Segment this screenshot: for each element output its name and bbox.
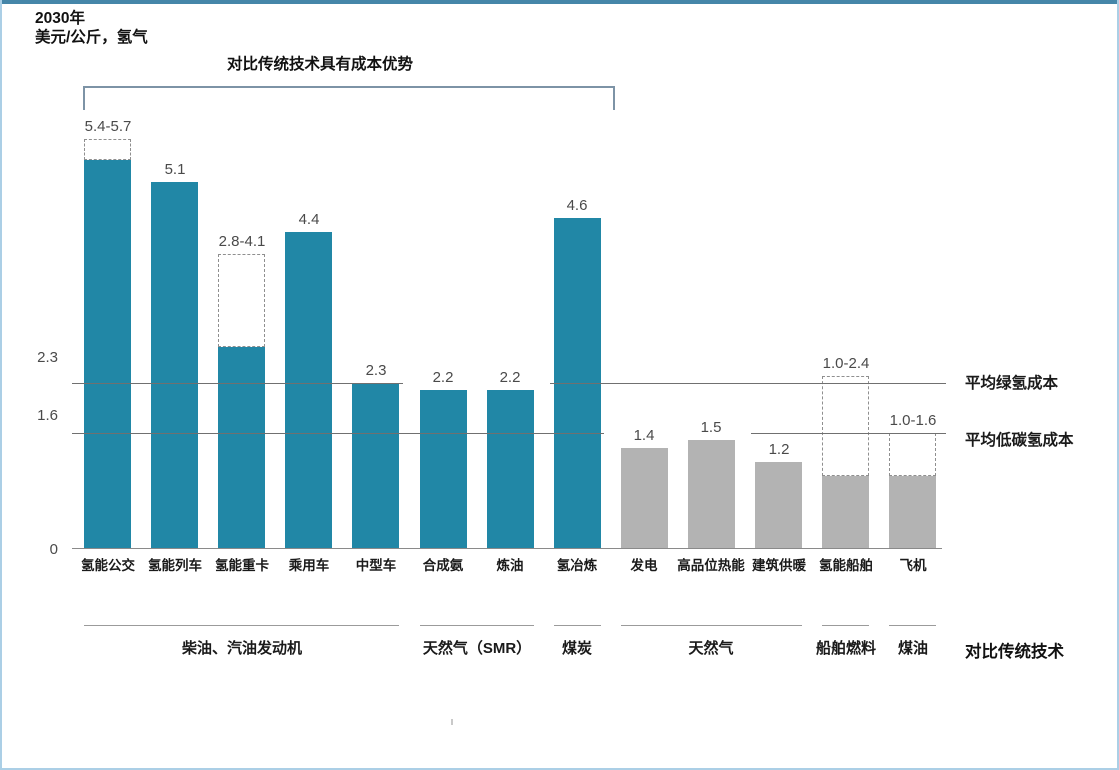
reference-line-name: 平均绿氢成本	[965, 374, 1059, 392]
title-year: 2030年	[35, 10, 85, 27]
category-label-乘用车: 乘用车	[288, 558, 330, 573]
bar-value-label: 1.0-2.4	[806, 354, 886, 373]
bar-range-氢能船舶	[822, 375, 870, 477]
bar-发电	[620, 447, 668, 548]
category-label-氢能列车: 氢能列车	[148, 558, 202, 573]
category-label-氢能公交: 氢能公交	[81, 558, 135, 573]
bar-高品位热能	[687, 440, 735, 548]
bar-建筑供暖	[755, 461, 802, 548]
bar-range-氢能公交	[84, 138, 131, 161]
category-label-合成氨: 合成氨	[422, 558, 464, 573]
bar-乘用车	[285, 232, 333, 548]
bar-value-label: 5.4-5.7	[68, 117, 148, 136]
chart-title: 2030年美元/公斤，氢气	[35, 9, 148, 47]
bar-value-label: 2.2	[470, 369, 550, 388]
bar-value-label: 4.6	[537, 196, 617, 215]
x-axis-baseline	[72, 548, 942, 549]
bar-中型车	[352, 382, 400, 548]
category-label-中型车: 中型车	[355, 558, 397, 573]
bar-value-label: 2.3	[336, 361, 416, 380]
category-label-发电: 发电	[630, 558, 658, 573]
cost-advantage-bracket	[83, 86, 615, 110]
bar-value-label: 1.2	[739, 440, 819, 459]
group-line-天然气（SMR）	[419, 625, 534, 626]
y-axis-label-2.3: 2.3	[37, 348, 58, 366]
y-axis-label-1.6: 1.6	[37, 407, 58, 425]
reference-line-name: 平均低碳氢成本	[965, 432, 1074, 450]
group-label-天然气: 天然气	[688, 640, 734, 657]
bar-炼油	[486, 390, 534, 548]
bar-range-氢能重卡	[218, 253, 266, 348]
group-line-柴油、汽油发动机	[84, 625, 400, 626]
category-label-氢能重卡: 氢能重卡	[215, 558, 269, 573]
bracket-annotation: 对比传统技术具有成本优势	[226, 56, 413, 73]
bar-氢能船舶	[822, 476, 870, 548]
group-line-煤炭	[553, 625, 601, 626]
group-label-船舶燃料: 船舶燃料	[815, 640, 876, 657]
category-label-高品位热能: 高品位热能	[677, 558, 745, 573]
stray-mark	[451, 719, 453, 725]
bar-value-label: 1.5	[671, 419, 751, 438]
top-accent-strip	[2, 0, 1117, 4]
bar-value-label: 2.2	[403, 369, 483, 388]
title-unit: 美元/公斤，氢气	[35, 29, 148, 46]
bar-value-label: 2.8-4.1	[202, 232, 282, 251]
group-line-煤油	[889, 625, 937, 626]
bar-value-label: 1.0-1.6	[873, 412, 953, 431]
bar-合成氨	[419, 390, 467, 548]
comparison-technology-label: 对比传统技术	[965, 643, 1064, 661]
category-label-氢冶炼: 氢冶炼	[556, 558, 598, 573]
category-label-氢能船舶: 氢能船舶	[819, 558, 873, 573]
bar-value-label: 4.4	[269, 211, 349, 230]
category-label-飞机: 飞机	[899, 558, 927, 573]
group-label-煤炭: 煤炭	[561, 640, 592, 657]
bar-value-label: 5.1	[135, 161, 215, 180]
category-label-建筑供暖: 建筑供暖	[752, 558, 806, 573]
bar-飞机	[889, 476, 937, 548]
y-axis-label-zero: 0	[49, 541, 58, 558]
group-line-船舶燃料	[822, 625, 870, 626]
group-label-煤油: 煤油	[897, 640, 928, 657]
bar-氢能公交	[84, 160, 131, 548]
bar-range-飞机	[889, 433, 937, 477]
category-label-炼油: 炼油	[496, 558, 524, 573]
group-line-天然气	[620, 625, 802, 626]
bar-氢能列车	[151, 182, 199, 548]
group-label-天然气（SMR）: 天然气（SMR）	[422, 640, 532, 657]
group-label-柴油、汽油发动机: 柴油、汽油发动机	[181, 640, 302, 657]
reference-line-1.6	[72, 433, 946, 435]
bar-value-label: 1.4	[604, 426, 684, 445]
bar-氢能重卡	[218, 347, 266, 548]
